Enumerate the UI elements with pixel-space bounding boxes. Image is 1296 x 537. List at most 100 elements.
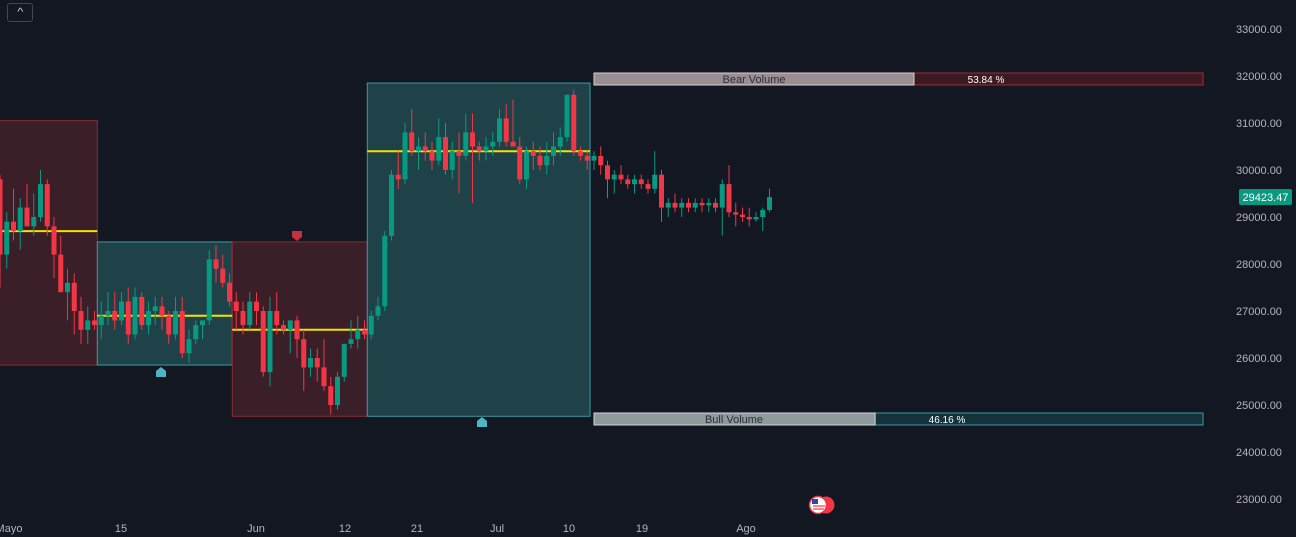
candle-body xyxy=(564,94,570,138)
candle-body xyxy=(706,202,712,206)
candle-body xyxy=(402,132,408,180)
candle xyxy=(463,113,469,161)
candle xyxy=(476,141,482,161)
candle xyxy=(368,311,374,340)
candle xyxy=(71,273,77,335)
candle xyxy=(348,320,354,349)
candle xyxy=(686,198,691,213)
candle-body xyxy=(200,320,205,326)
candle-body xyxy=(119,301,124,321)
candle xyxy=(335,372,340,410)
candle xyxy=(173,296,178,340)
candle-body xyxy=(760,209,766,217)
candle-body xyxy=(618,174,624,180)
candle-body xyxy=(31,217,37,227)
candle-body xyxy=(591,155,597,161)
candle xyxy=(146,301,151,335)
candle xyxy=(470,113,475,203)
candle xyxy=(409,108,415,156)
candle-body xyxy=(605,165,610,180)
candle-body xyxy=(544,155,550,166)
us-flag-economic-events-icon[interactable] xyxy=(808,495,835,515)
candle-body xyxy=(382,235,388,307)
bear-volume-bar: Bear Volume 53.84 % xyxy=(593,72,1204,86)
candle xyxy=(4,212,10,269)
candle-body xyxy=(713,202,718,208)
candle-body xyxy=(287,320,293,330)
price-tick-label: 27000.00 xyxy=(1236,306,1282,318)
candle-body xyxy=(753,217,759,220)
candle xyxy=(497,108,502,147)
candle-body xyxy=(416,146,421,152)
candle-body xyxy=(362,329,367,335)
candle xyxy=(422,132,428,161)
candle-body xyxy=(557,137,563,147)
candle xyxy=(679,198,685,217)
time-tick-label: Jun xyxy=(247,523,265,535)
candle-body xyxy=(112,311,118,321)
candle-body xyxy=(672,202,678,208)
candle xyxy=(119,292,124,326)
candle xyxy=(530,141,536,170)
candle xyxy=(38,170,43,222)
candle xyxy=(65,268,70,321)
candle-body xyxy=(247,301,253,326)
candle-body xyxy=(470,132,475,147)
candle-body xyxy=(4,221,10,255)
candle xyxy=(85,306,91,344)
candle-body xyxy=(686,202,691,208)
candle xyxy=(436,118,442,166)
candle-body xyxy=(389,174,394,236)
bull-volume-percent: 46.16 % xyxy=(929,415,966,426)
candle xyxy=(503,104,509,147)
candle xyxy=(524,146,529,189)
candle-body xyxy=(530,151,536,156)
candle-body xyxy=(281,325,286,330)
candle xyxy=(443,123,448,175)
candle xyxy=(598,146,604,175)
candle-body xyxy=(665,202,671,208)
chevron-up-icon: ^ xyxy=(16,7,24,18)
candle-body xyxy=(159,306,165,316)
candle-body xyxy=(395,174,401,180)
time-tick-label: 15 xyxy=(115,523,127,535)
collapse-panel-button[interactable]: ^ xyxy=(7,3,33,22)
time-tick-label: Jul xyxy=(490,523,504,535)
candle xyxy=(58,235,64,293)
candle xyxy=(632,174,637,194)
candle xyxy=(382,231,388,311)
candle-body xyxy=(186,339,192,354)
candle-body xyxy=(321,367,327,387)
price-tick-label: 24000.00 xyxy=(1236,447,1282,459)
price-tick-label: 25000.00 xyxy=(1236,400,1282,412)
candle-body xyxy=(105,311,111,316)
candle xyxy=(692,198,698,213)
candle-body xyxy=(206,259,212,321)
candle xyxy=(645,179,651,194)
candle-body xyxy=(267,311,273,373)
candle-body xyxy=(38,184,43,217)
candle xyxy=(125,287,131,344)
candle-body xyxy=(510,141,516,147)
candle xyxy=(449,141,455,180)
candle xyxy=(92,311,97,330)
candle-body xyxy=(166,315,172,335)
candle xyxy=(726,165,732,217)
candle xyxy=(166,311,172,344)
candle-body xyxy=(503,118,509,142)
candle xyxy=(294,315,300,358)
candle xyxy=(402,123,408,185)
candle-body xyxy=(456,151,462,156)
candle xyxy=(78,296,84,344)
candle-body xyxy=(44,184,50,227)
candle-body xyxy=(294,320,300,340)
price-axis[interactable]: 33000.00 32000.00 31000.00 30000.00 2900… xyxy=(1236,24,1282,506)
candle-body xyxy=(598,155,604,166)
time-axis[interactable]: Mayo 15 Jun 12 21 Jul 10 19 Ago xyxy=(0,523,756,535)
candle xyxy=(301,329,307,391)
candle-body xyxy=(24,207,30,227)
candle xyxy=(24,184,30,227)
candle-body xyxy=(92,320,97,326)
candle xyxy=(233,292,239,330)
